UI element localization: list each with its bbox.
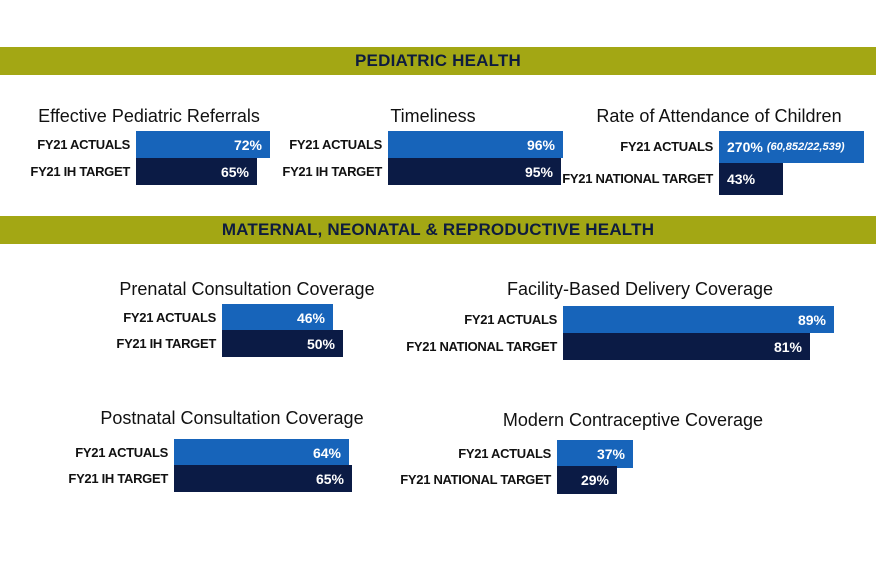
chart-title: Timeliness	[390, 106, 476, 126]
section-title: PEDIATRIC HEALTH	[355, 51, 521, 70]
bar-target: 29%	[557, 466, 617, 494]
bar-target: 65%	[136, 158, 257, 185]
bar-value-label: 65%	[315, 470, 344, 487]
bar-category-label: FY21 ACTUALS	[458, 446, 551, 461]
chart-title: Effective Pediatric Referrals	[38, 106, 260, 126]
bar-category-label: FY21 IH TARGET	[30, 163, 130, 179]
bar-actual: 64%	[174, 439, 349, 466]
bar-value-label: 29%	[580, 472, 609, 488]
bar-value-label: 72%	[233, 136, 262, 153]
bar-actual: 37%	[557, 440, 633, 468]
bar-actual: 46%	[222, 304, 333, 331]
bar-category-label: FY21 IH TARGET	[116, 335, 216, 351]
bar-value-label: 95%	[524, 163, 553, 180]
bar-value-label: 46%	[296, 309, 325, 326]
bar-category-label: FY21 ACTUALS	[75, 444, 168, 460]
bar-value-label: 89%	[797, 311, 826, 328]
bar-value-label: 65%	[220, 163, 249, 180]
bar-category-label: FY21 NATIONAL TARGET	[562, 171, 713, 186]
bar-target: 81%	[563, 333, 810, 360]
bar-actual: 270% (60,852/22,539)	[719, 131, 864, 163]
bar-category-label: FY21 ACTUALS	[123, 309, 216, 325]
bar-value-label: 81%	[773, 338, 802, 355]
section-banner-pediatric: PEDIATRIC HEALTH	[0, 47, 876, 75]
bar-value-label: 270%	[727, 139, 763, 155]
bar-value-label: 64%	[312, 444, 341, 461]
bar-category-label: FY21 ACTUALS	[289, 136, 382, 152]
bar-target: 50%	[222, 330, 343, 357]
chart-title: Rate of Attendance of Children	[596, 106, 842, 126]
bar-category-label: FY21 IH TARGET	[68, 470, 168, 486]
bar-category-label: FY21 NATIONAL TARGET	[400, 472, 551, 487]
bar-annotation: (60,852/22,539)	[766, 141, 845, 153]
bar-category-label: FY21 ACTUALS	[620, 139, 713, 154]
bar-value-label: 96%	[526, 136, 555, 153]
bar-actual: 89%	[563, 306, 834, 333]
bar-category-label: FY21 ACTUALS	[464, 311, 557, 327]
section-title: MATERNAL, NEONATAL & REPRODUCTIVE HEALTH	[221, 220, 655, 239]
bar-value-label: 37%	[596, 446, 625, 462]
bar-actual: 72%	[136, 131, 270, 158]
chart-title: Prenatal Consultation Coverage	[119, 279, 375, 299]
bar-value-label: 50%	[306, 335, 335, 352]
chart-title: Postnatal Consultation Coverage	[100, 408, 364, 428]
bar-category-label: FY21 IH TARGET	[282, 163, 382, 179]
section-banner-maternal: MATERNAL, NEONATAL & REPRODUCTIVE HEALTH	[0, 216, 876, 244]
bar-value-label: 43%	[727, 171, 756, 187]
bar-target: 95%	[388, 158, 561, 185]
bar-target: 43%	[719, 163, 783, 195]
bar-category-label: FY21 ACTUALS	[37, 136, 130, 152]
bar-actual: 96%	[388, 131, 563, 158]
chart-title: Facility-Based Delivery Coverage	[506, 279, 774, 299]
chart-title: Modern Contraceptive Coverage	[502, 410, 764, 430]
bar-category-label: FY21 NATIONAL TARGET	[406, 338, 557, 354]
bar-target: 65%	[174, 465, 352, 492]
